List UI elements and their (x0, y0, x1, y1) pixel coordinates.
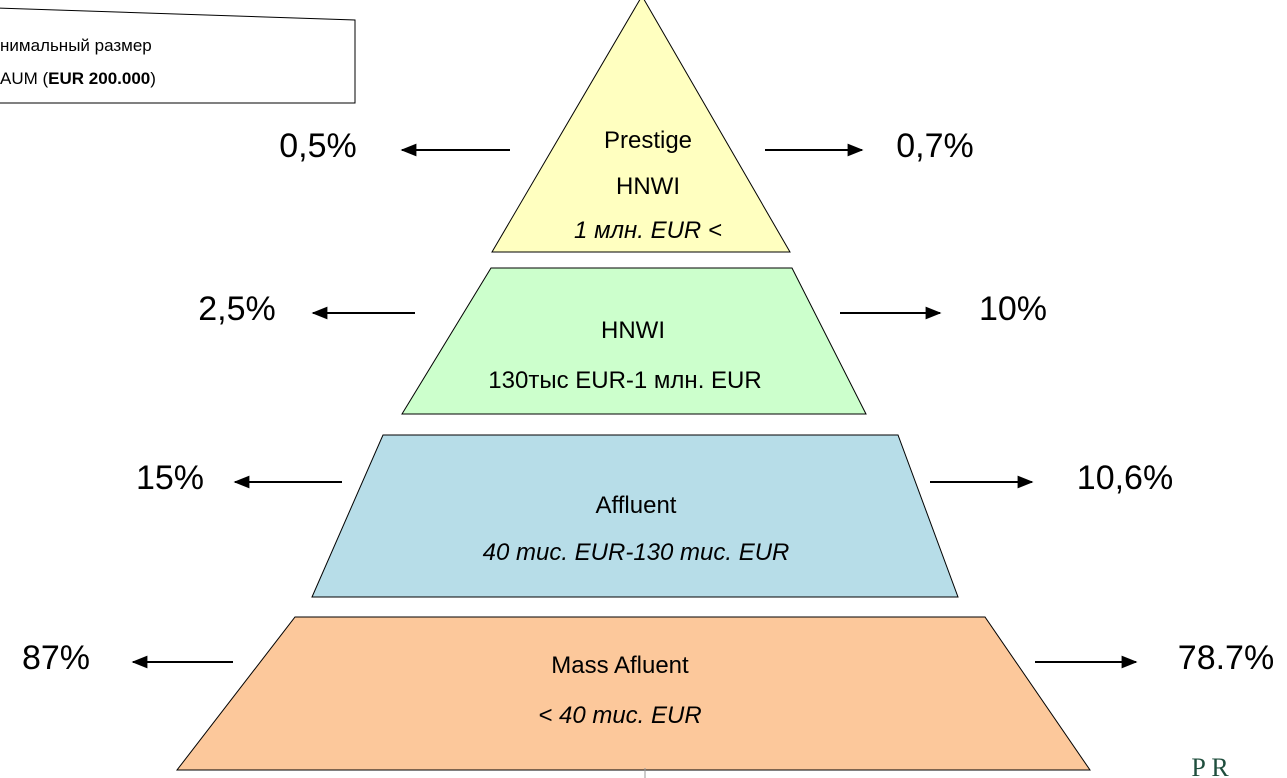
level-text: 130тыс EUR-1 млн. EUR (488, 367, 761, 394)
left-pct: 15% (136, 459, 204, 497)
level-text: Prestige (604, 127, 692, 154)
right-pct: 78.7% (1178, 639, 1274, 677)
level-text: HNWI (601, 317, 665, 344)
level-affluent (311, 434, 959, 598)
callout-box (0, 7, 356, 104)
right-pct: 10% (979, 290, 1047, 328)
left-pct: 0,5% (279, 127, 357, 165)
level-text: Affluent (596, 492, 677, 519)
left-pct: 2,5% (198, 290, 276, 328)
left-pct: 87% (22, 639, 90, 677)
level-mass (175, 616, 1091, 771)
logo: P R (1191, 753, 1229, 778)
right-pct: 0,7% (896, 127, 974, 165)
level-text: < 40 тис. EUR (538, 702, 701, 729)
callout-line2: AUM (EUR 200.000) (0, 69, 156, 88)
callout-line1: нимальный размер (0, 36, 152, 55)
level-prestige (491, 0, 791, 253)
callout-text: ) (150, 69, 156, 88)
level-text: 40 тис. EUR-130 тис. EUR (483, 539, 790, 566)
level-text: 1 млн. EUR < (574, 217, 722, 244)
right-pct: 10,6% (1077, 459, 1173, 497)
level-text: Mass Afluent (551, 652, 689, 679)
callout-text: AUM ( (0, 69, 49, 88)
level-text: HNWI (616, 173, 680, 200)
callout-bold: EUR 200.000 (48, 69, 150, 88)
level-hnwi (401, 267, 867, 415)
